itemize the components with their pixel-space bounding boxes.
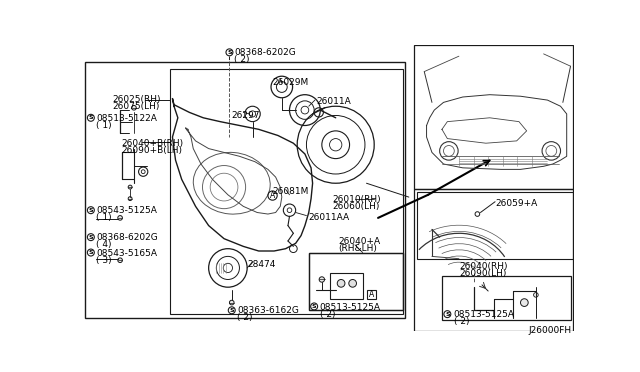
Bar <box>442 276 570 320</box>
Circle shape <box>132 106 136 110</box>
Bar <box>308 253 403 310</box>
Text: S: S <box>88 208 93 213</box>
Circle shape <box>520 299 528 307</box>
Bar <box>170 69 403 314</box>
Circle shape <box>128 185 132 189</box>
Bar <box>330 273 363 299</box>
Text: ( 1): ( 1) <box>96 121 112 130</box>
Text: S: S <box>88 250 93 255</box>
Text: S: S <box>88 115 93 120</box>
Bar <box>367 289 376 299</box>
Text: 26029M: 26029M <box>273 78 309 87</box>
Text: (RH&LH): (RH&LH) <box>338 244 377 253</box>
Text: A: A <box>270 191 275 200</box>
Text: 26059+A: 26059+A <box>495 199 538 208</box>
Text: ( 3): ( 3) <box>96 256 112 264</box>
Text: S: S <box>88 235 93 240</box>
Text: 08513-5125A: 08513-5125A <box>319 302 381 312</box>
Bar <box>417 192 573 259</box>
Text: 26075(LH): 26075(LH) <box>113 102 160 111</box>
Text: S: S <box>445 312 450 317</box>
Text: J26000FH: J26000FH <box>528 327 572 336</box>
Circle shape <box>349 279 356 287</box>
Circle shape <box>534 293 538 297</box>
Text: ( 4): ( 4) <box>96 240 112 249</box>
Text: 26090+B(LH): 26090+B(LH) <box>122 145 182 154</box>
Text: ( 1): ( 1) <box>96 213 112 222</box>
Bar <box>308 253 403 310</box>
Text: ( 2): ( 2) <box>234 55 250 64</box>
Circle shape <box>128 197 132 201</box>
Text: 08513-5122A: 08513-5122A <box>96 114 157 123</box>
Text: 08513-5125A: 08513-5125A <box>454 310 515 319</box>
Text: 26040+A: 26040+A <box>338 237 380 246</box>
Circle shape <box>319 277 324 282</box>
Bar <box>414 45 573 189</box>
Text: 26011A: 26011A <box>316 97 351 106</box>
Bar <box>86 62 405 318</box>
Text: 26060(LH): 26060(LH) <box>333 202 380 211</box>
Circle shape <box>118 216 122 220</box>
Text: 28474: 28474 <box>247 260 276 269</box>
Circle shape <box>230 300 234 305</box>
Text: S: S <box>312 304 316 309</box>
Text: ( 2): ( 2) <box>454 317 469 326</box>
Circle shape <box>118 258 122 263</box>
Text: ( 2): ( 2) <box>237 313 253 323</box>
Text: 26081M: 26081M <box>273 187 309 196</box>
Text: 08543-5125A: 08543-5125A <box>96 206 157 215</box>
Text: A: A <box>369 290 374 299</box>
Text: 26040+B(RH): 26040+B(RH) <box>122 139 184 148</box>
Text: 08363-6162G: 08363-6162G <box>237 307 299 315</box>
Text: 26297: 26297 <box>232 111 260 120</box>
Text: 08543-5165A: 08543-5165A <box>96 249 157 258</box>
Text: ( 2): ( 2) <box>319 310 335 318</box>
Text: 26011AA: 26011AA <box>308 212 350 221</box>
Bar <box>414 189 573 331</box>
Text: S: S <box>229 308 234 313</box>
Text: 08368-6202G: 08368-6202G <box>96 233 158 242</box>
Text: 26025(RH): 26025(RH) <box>113 95 161 104</box>
Circle shape <box>337 279 345 287</box>
Text: 26040(RH): 26040(RH) <box>459 262 508 271</box>
Text: 26010(RH): 26010(RH) <box>333 195 381 204</box>
Text: S: S <box>227 50 232 55</box>
Text: 08368-6202G: 08368-6202G <box>234 48 296 58</box>
Text: 26090(LH): 26090(LH) <box>459 269 506 278</box>
